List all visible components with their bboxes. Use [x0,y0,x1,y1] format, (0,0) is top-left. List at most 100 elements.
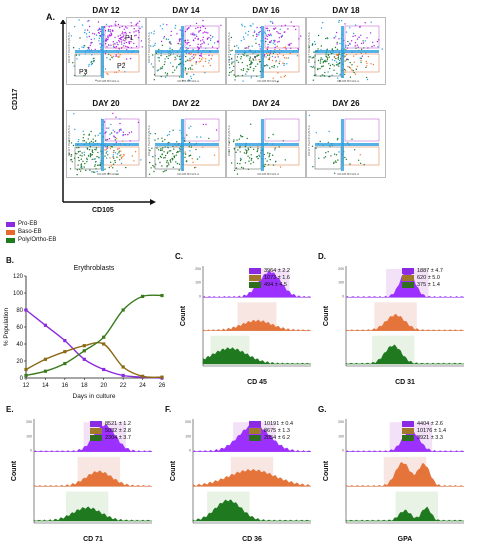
flow-plot: CD105 BV421-A CD117 PerCP-Cy5-5-A [226,17,306,85]
panel-a-ylabel: CD117 [12,88,19,110]
gate-p2-label: P2 [117,63,126,70]
data-point [24,373,28,378]
panel-b-label: B. [6,256,14,265]
mfi-legend-item: 10191 ± 0.4 [249,421,293,427]
x-tick-label: 14 [42,383,49,389]
inner-y-label: CD117 PerCP-Cy5-5-A [227,32,231,63]
data-point [63,350,67,354]
series-line-0 [25,309,163,379]
data-point [160,293,164,298]
chart-title: Erythroblasts [74,265,115,272]
y-tick-label: 60 [16,325,23,331]
mfi-legend-item: 3921 ± 3.3 [402,435,446,441]
data-point [121,308,125,312]
day-label: DAY 14 [172,6,200,15]
y-tick-label: 200 [185,420,191,424]
data-point [82,357,86,361]
data-point [43,357,48,361]
legend-item-baso-eb: Baso-EB [6,229,56,235]
x-axis-label: CD 45 [247,379,267,386]
y-tick-label: 0 [30,449,32,453]
mfi-legend-item: 8675 ± 1.3 [249,428,293,434]
x-tick-label: 16 [62,383,69,389]
y-axis-label: Count [170,460,177,481]
legend-item-pro-eb: Pro-EB [6,221,56,227]
inner-x-label: CD105 BV421-A [337,172,359,176]
mfi-legend-item: 1073 ± 1.6 [249,275,290,281]
y-tick-label: 0 [342,449,344,453]
x-tick-label: 24 [139,383,146,389]
y-tick-label: 100 [13,291,24,297]
y-tick-label: 80 [16,308,23,314]
data-point [24,367,28,372]
inner-x-label: CD105 BV421-A [97,79,119,83]
legend-item-poly-ortho-eb: Poly/Ortho-EB [6,237,56,243]
day-label: DAY 26 [332,99,360,108]
mfi-legend: 1887 ± 4.7 620 ± 5.0 375 ± 1.4 [402,268,443,289]
panel-a-label: A. [46,12,55,22]
y-tick-label: 0 [189,449,191,453]
data-point [63,339,67,343]
flow-plot: CD105 BV421-A CD117 PerCP-Cy5-5-A [146,17,226,85]
x-tick-label: 12 [23,383,30,389]
inner-y-label: CD117 PerCP-Cy5-5-A [147,125,151,156]
data-point [82,344,86,348]
panel-a-axes [60,20,152,203]
y-tick-label: 200 [195,267,201,271]
data-point [82,349,86,353]
series-line-2 [25,294,163,377]
histogram-trace [33,506,152,522]
panel-a-xlabel: CD105 [92,207,114,214]
panel-label: C. [175,252,183,261]
mfi-legend: 8521 ± 1.2 5032 ± 2.8 2304 ± 3.7 [90,421,131,442]
inner-y-label: CD117 PerCP-Cy5-5-A [227,125,231,156]
panel-label: F. [165,405,172,414]
x-axis-label: CD 71 [83,536,103,543]
data-point [43,369,48,373]
mfi-legend-item: 8521 ± 1.2 [90,421,131,427]
data-point [63,361,67,366]
panel-label: G. [318,405,327,414]
x-axis-label: GPA [398,536,413,543]
y-tick-label: 40 [16,342,23,348]
inner-y-label: CD117 PerCP-Cy5-5-A [67,32,71,63]
y-tick-label: 100 [26,434,32,438]
inner-x-label: CD105 BV421-A [257,172,279,176]
y-axis-label: Count [180,305,187,326]
inner-x-label: CD105 BV421-A [97,172,119,176]
y-tick-label: 0 [199,294,201,298]
x-tick-label: 18 [81,383,88,389]
y-tick-label: 200 [338,267,344,271]
x-axis-label: CD 31 [395,379,415,386]
inner-y-label: CD117 PerCP-Cy5-5-A [307,32,311,63]
panel-a-xarrow [150,199,156,205]
y-tick-label: 20 [16,359,23,365]
inner-x-label: CD105 BV421-A [177,79,199,83]
histogram-trace [345,344,464,365]
y-tick-label: 0 [342,294,344,298]
mfi-legend: 3964 ± 2.2 1073 ± 1.6 494 ± 4.5 [249,268,290,289]
mfi-legend-item: 10176 ± 1.4 [402,428,446,434]
inner-x-label: CD105 BV421-A [257,79,279,83]
x-axis-label: CD 36 [242,536,262,543]
histogram-trace [202,319,312,331]
data-point [102,342,106,346]
day-label: DAY 16 [252,6,280,15]
day-label: DAY 24 [252,99,280,108]
histogram-trace [345,506,464,522]
y-axis-label: Count [11,460,18,481]
histogram-trace [345,313,465,331]
mfi-legend: 4404 ± 2.6 10176 ± 1.4 3921 ± 3.3 [402,421,446,442]
data-point [140,294,145,298]
day-label: DAY 22 [172,99,200,108]
inner-y-label: CD117 PerCP-Cy5-5-A [307,125,311,156]
inner-x-label: CD105 BV421-A [177,172,199,176]
mfi-legend-item: 375 ± 1.4 [402,282,443,288]
y-tick-label: 0 [20,376,24,382]
y-tick-label: 200 [26,420,32,424]
inner-x-label: CD105 BV421-A [337,79,359,83]
x-tick-label: 22 [120,383,127,389]
panel-label: E. [6,405,14,414]
series-line-1 [25,341,163,379]
mfi-legend-item: 620 ± 5.0 [402,275,443,281]
